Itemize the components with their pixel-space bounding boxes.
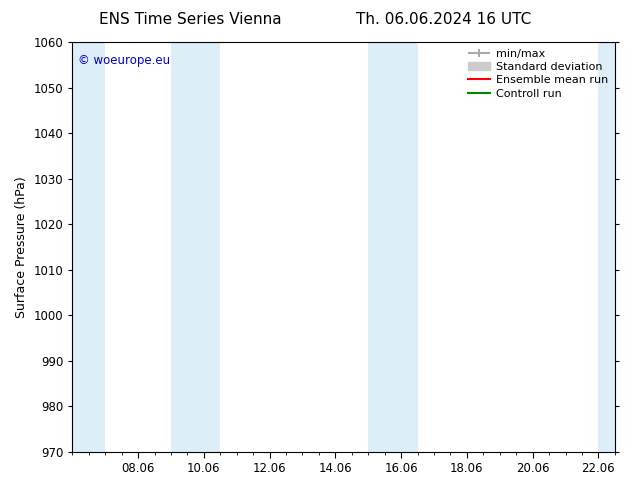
Text: © woeurope.eu: © woeurope.eu: [78, 54, 170, 67]
Y-axis label: Surface Pressure (hPa): Surface Pressure (hPa): [15, 176, 28, 318]
Bar: [368, 42, 418, 452]
Text: Th. 06.06.2024 16 UTC: Th. 06.06.2024 16 UTC: [356, 12, 531, 27]
Bar: [171, 42, 220, 452]
Bar: [598, 42, 615, 452]
Legend: min/max, Standard deviation, Ensemble mean run, Controll run: min/max, Standard deviation, Ensemble me…: [463, 44, 612, 103]
Bar: [72, 42, 105, 452]
Text: ENS Time Series Vienna: ENS Time Series Vienna: [99, 12, 281, 27]
